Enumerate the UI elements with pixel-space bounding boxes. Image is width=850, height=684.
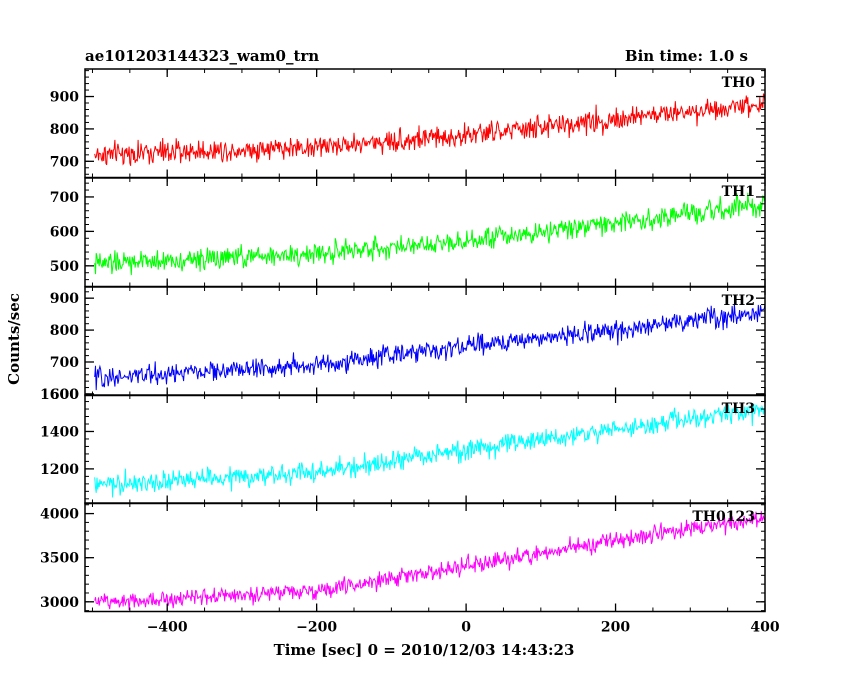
series-line-th1 xyxy=(94,192,765,276)
series-line-th0 xyxy=(94,93,765,166)
panel-frame xyxy=(84,177,766,288)
series-line-th3 xyxy=(94,403,765,498)
series-line-th2 xyxy=(94,303,765,391)
y-tick-label: 500 xyxy=(50,259,79,275)
y-tick-label: 3500 xyxy=(40,551,79,567)
bin-time-label: Bin time: 1.0 s xyxy=(625,47,748,65)
series-label-th0: TH0 xyxy=(722,75,756,91)
y-tick-label: 4000 xyxy=(40,507,79,523)
series-label-th0123: TH0123 xyxy=(692,509,755,525)
series-label-th2: TH2 xyxy=(722,293,755,309)
series-label-th1: TH1 xyxy=(722,184,755,200)
panel-th1: 500 600 700 TH1 xyxy=(50,177,766,288)
y-tick-label: 900 xyxy=(50,90,79,106)
y-tick-label: 700 xyxy=(50,154,79,170)
y-tick-label: 700 xyxy=(50,190,79,206)
panel-frame xyxy=(84,286,766,397)
y-tick-label: 1400 xyxy=(40,424,79,440)
x-tick-label: −200 xyxy=(296,620,337,636)
y-tick-label: 700 xyxy=(50,355,79,371)
y-tick-label: 1600 xyxy=(40,387,79,403)
x-tick-label: 0 xyxy=(461,620,471,636)
panel-th0123: 3000 3500 4000 −400 −200 0 200 400 TH0123 xyxy=(40,502,780,636)
y-tick-label: 800 xyxy=(50,323,79,339)
x-tick-label: 200 xyxy=(601,620,630,636)
panel-frame xyxy=(84,68,766,179)
series-line-th0123 xyxy=(94,511,765,611)
y-tick-label: 3000 xyxy=(40,595,79,611)
panels-group: 700 800 900 TH0 500 600 700 TH1 600 700 800 900 TH2 1… xyxy=(40,68,780,636)
panel-frame xyxy=(84,394,766,505)
y-tick-label: 1200 xyxy=(40,462,79,478)
x-tick-label: −400 xyxy=(147,620,188,636)
plot-title: ae101203144323_wam0_trn xyxy=(85,47,319,65)
series-label-th3: TH3 xyxy=(722,401,755,417)
panel-th3: 1200 1400 1600 TH3 xyxy=(40,387,766,505)
y-tick-label: 600 xyxy=(50,224,79,240)
panel-th2: 600 700 800 900 TH2 xyxy=(50,286,766,403)
panel-th0: 700 800 900 TH0 xyxy=(50,68,766,179)
x-axis-label: Time [sec] 0 = 2010/12/03 14:43:23 xyxy=(274,641,575,659)
y-tick-label: 800 xyxy=(50,122,79,138)
x-tick-label: 400 xyxy=(750,620,779,636)
y-tick-label: 900 xyxy=(50,291,79,307)
y-axis-label: Counts/sec xyxy=(5,293,23,385)
y-tick-label: 600 xyxy=(50,387,79,403)
